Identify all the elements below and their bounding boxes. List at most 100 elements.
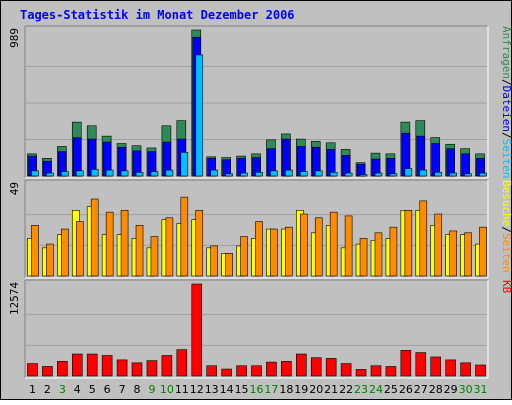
y-max-label: 12574 [8,282,21,315]
bar-seiten-day-17 [270,170,278,177]
day-label: 18 [279,383,293,396]
bar-seiten-day-15 [240,236,248,277]
bar-seiten-day-20 [314,217,323,277]
bar-kb-day-10 [161,355,173,377]
legend-item: Seiten [500,233,512,273]
panel-middle: 49 Besuche/Seiten [8,179,512,279]
bar-seiten-day-21 [329,172,338,177]
bar-seiten-day-2 [46,172,54,177]
bar-kb-day-18 [281,361,292,377]
day-label: 31 [474,383,488,396]
day-label: 14 [220,383,234,396]
bar-seiten-day-31 [479,172,487,177]
bar-seiten-day-11 [180,196,189,277]
bar-seiten-day-23 [359,238,368,277]
bar-seiten-day-8 [135,172,144,177]
bar-seiten-day-30 [464,232,472,277]
bar-seiten-day-18 [285,226,293,277]
legend-item: KB [500,280,512,294]
day-label: 27 [414,383,428,396]
day-label: 10 [160,383,174,396]
bar-seiten-day-31 [479,226,487,277]
day-label: 30 [459,383,473,396]
bar-seiten-day-26 [404,209,413,277]
legend-separator: / [500,132,512,139]
bar-kb-day-6 [101,355,113,377]
bar-seiten-day-4 [75,221,84,277]
panel-legend: Anfragen/Dateien/Seiten [500,26,512,178]
bar-kb-day-30 [460,362,471,377]
legend-separator: / [500,226,512,233]
bar-seiten-day-27 [419,169,428,177]
bar-seiten-day-15 [240,172,248,177]
bar-kb-day-16 [251,365,262,377]
day-label: 12 [190,383,204,396]
bar-seiten-day-4 [75,170,84,177]
day-label: 4 [74,383,81,396]
bar-kb-day-15 [236,365,247,377]
bar-kb-day-4 [71,353,83,377]
bar-kb-day-14 [221,368,232,377]
bar-seiten-day-25 [389,173,398,177]
bar-seiten-day-19 [300,213,308,277]
bar-seiten-day-22 [344,172,353,177]
day-label: 28 [429,383,443,396]
bar-kb-day-3 [57,361,68,377]
day-label: 1 [29,383,36,396]
bar-seiten-day-29 [449,172,457,177]
bar-seiten-day-21 [329,211,338,277]
bar-kb-day-24 [370,365,382,377]
bar-kb-day-22 [340,363,352,377]
bar-kb-day-12 [191,283,203,377]
bar-seiten-day-28 [434,213,443,277]
legend-separator: / [500,79,512,86]
day-label: 9 [148,383,155,396]
bar-kb-day-8 [131,362,143,377]
bar-seiten-day-25 [389,226,398,277]
day-label: 19 [294,383,308,396]
day-label: 15 [235,383,249,396]
bar-seiten-day-6 [105,169,114,177]
day-label: 13 [205,383,219,396]
bar-kb-day-31 [475,364,486,377]
bar-kb-day-26 [400,350,412,377]
bar-kb-day-25 [385,366,397,377]
bar-seiten-day-5 [90,198,99,277]
bar-seiten-day-10 [165,169,174,177]
day-label: 26 [399,383,413,396]
bar-kb-day-5 [86,353,98,377]
bar-seiten-day-22 [344,215,353,277]
legend-item: Seiten [500,139,512,179]
day-label: 17 [264,383,278,396]
bar-seiten-day-8 [135,225,144,277]
panel-top: 989 Anfragen/Dateien/Seiten [8,25,512,179]
bar-kb-day-13 [206,365,217,377]
bar-seiten-day-1 [31,225,39,277]
bar-seiten-day-27 [419,200,428,277]
y-max-label: 989 [8,28,21,48]
bar-seiten-day-14 [225,253,233,277]
panel-legend: KB [500,280,512,294]
chart-title: Tages-Statistik im Monat Dezember 2006 [20,8,295,22]
bar-kb-day-27 [415,352,427,377]
bar-kb-day-20 [310,357,322,377]
day-label: 20 [309,383,323,396]
bar-seiten-day-9 [150,236,159,277]
day-label: 5 [89,383,96,396]
day-label: 11 [175,383,189,396]
bar-seiten-day-20 [314,170,323,177]
bar-kb-day-11 [176,349,188,377]
day-label: 23 [354,383,368,396]
bar-kb-day-1 [27,363,38,377]
bar-seiten-day-30 [464,173,472,177]
bar-seiten-day-12 [195,209,204,277]
day-label: 2 [44,383,51,396]
bar-seiten-day-11 [180,152,189,177]
bar-kb-day-23 [355,369,367,377]
bar-seiten-day-3 [61,171,69,177]
bar-dateien-day-29 [446,148,455,177]
bar-seiten-day-9 [150,171,159,177]
bar-seiten-day-16 [255,172,263,177]
